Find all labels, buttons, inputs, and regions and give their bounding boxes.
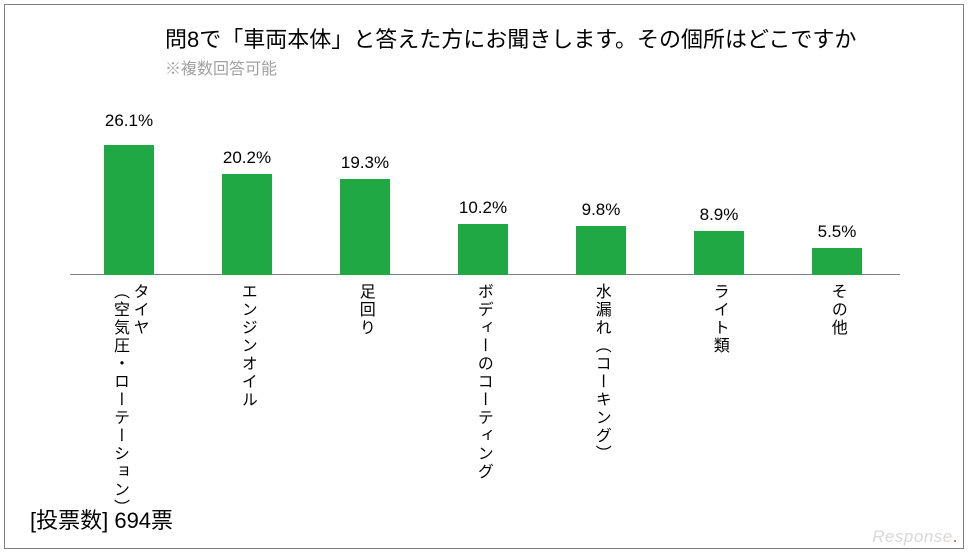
chart-container: 問8で「車両本体」と答えた方にお聞きします。その個所はどこですか ※複数回答可能… xyxy=(0,0,968,553)
bar-value-label: 9.8% xyxy=(582,200,621,220)
bar-group: 9.8% xyxy=(542,200,660,275)
bar xyxy=(458,224,508,275)
category-labels: （空気圧・ローテーション）タイヤエンジンオイル足回りボディーのコーティング水漏れ… xyxy=(70,283,900,508)
bar xyxy=(104,145,154,276)
bar-group: 20.2% xyxy=(188,148,306,275)
bar xyxy=(812,248,862,276)
category-text: 足回り xyxy=(356,283,374,337)
bar-value-label: 20.2% xyxy=(223,148,271,168)
category-label: 足回り xyxy=(306,283,424,337)
bar-value-label: 10.2% xyxy=(459,198,507,218)
bar xyxy=(222,174,272,275)
bar xyxy=(340,179,390,276)
category-text: 水漏れ（コーキング） xyxy=(592,283,610,463)
vote-count: [投票数] 694票 xyxy=(30,503,173,535)
category-label: 水漏れ（コーキング） xyxy=(542,283,660,463)
category-text: ライト類 xyxy=(710,283,728,355)
watermark-dot: . xyxy=(953,527,958,546)
bar-group: 5.5% xyxy=(778,222,896,276)
chart-title: 問8で「車両本体」と答えた方にお聞きします。その個所はどこですか xyxy=(165,22,856,54)
category-label: ボディーのコーティング xyxy=(424,283,542,481)
bar-value-label: 5.5% xyxy=(818,222,857,242)
category-label: （空気圧・ローテーション）タイヤ xyxy=(70,283,188,517)
bar-group: 8.9% xyxy=(660,205,778,276)
chart-subtitle: ※複数回答可能 xyxy=(165,55,277,79)
category-text: その他 xyxy=(828,283,846,337)
plot-area: 26.1% 20.2% 19.3% 10.2% 9.8% 8.9% 5.5% xyxy=(70,95,900,275)
category-label: ライト類 xyxy=(660,283,778,355)
category-text: エンジンオイル xyxy=(238,283,256,409)
bar-group: 19.3% xyxy=(306,153,424,276)
bar xyxy=(694,231,744,276)
category-text: （空気圧・ローテーション） xyxy=(110,283,128,517)
watermark: Response. xyxy=(872,527,958,547)
category-text: ボディーのコーティング xyxy=(474,283,492,481)
bar-value-label: 19.3% xyxy=(341,153,389,173)
category-label: その他 xyxy=(778,283,896,337)
bar-group: 10.2% xyxy=(424,198,542,275)
bar-group: 26.1% xyxy=(70,111,188,276)
bar-value-label: 8.9% xyxy=(700,205,739,225)
category-text: タイヤ xyxy=(130,283,148,337)
bar xyxy=(576,226,626,275)
bar-value-label: 26.1% xyxy=(105,111,153,131)
watermark-text: Response xyxy=(872,527,953,546)
category-label: エンジンオイル xyxy=(188,283,306,409)
